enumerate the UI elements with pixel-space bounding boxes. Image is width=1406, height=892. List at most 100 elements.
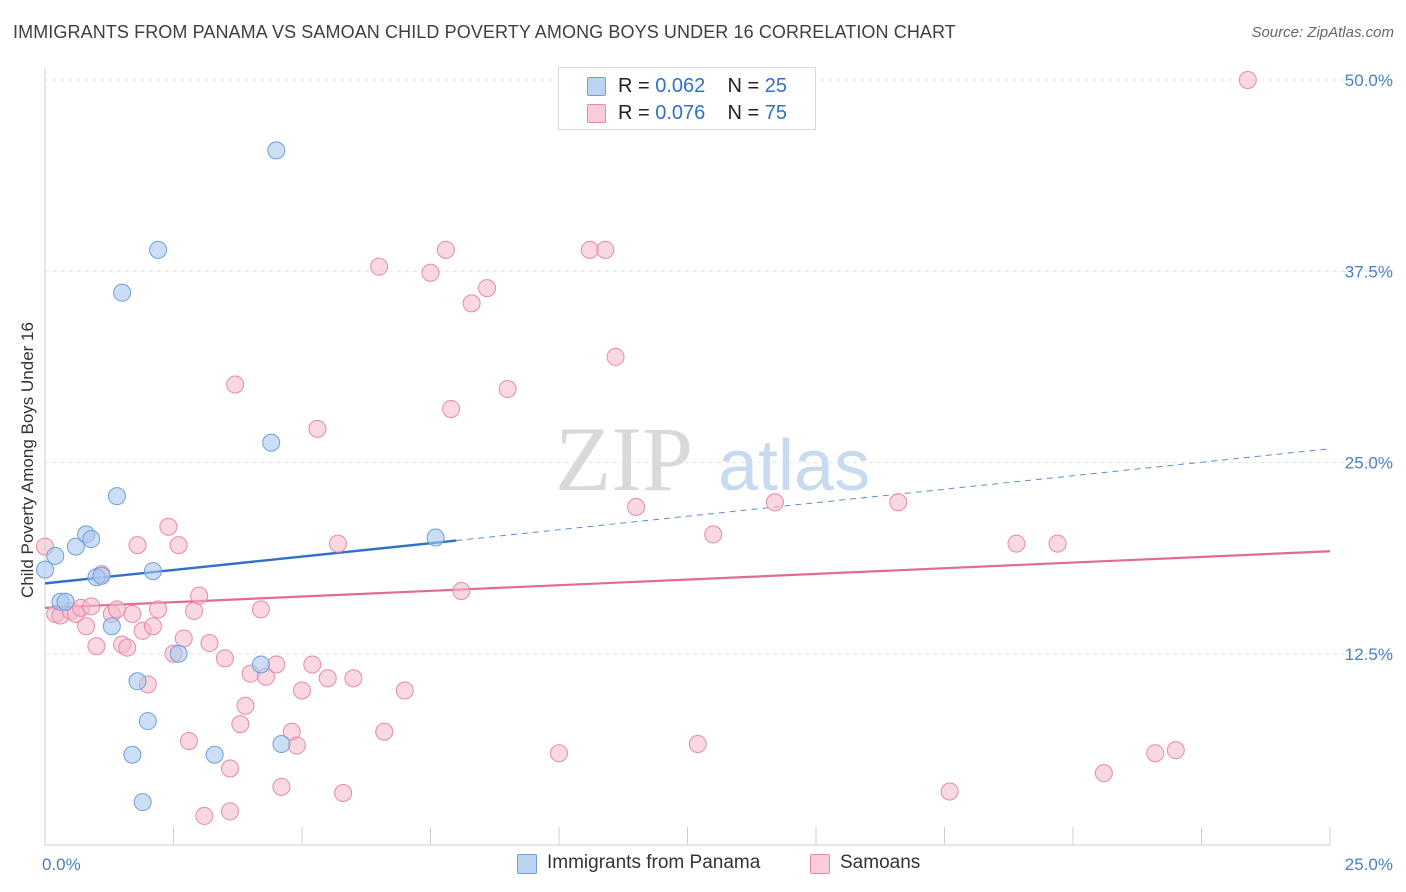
samoan-point — [159, 517, 178, 536]
legend-r-value: 0.062 — [655, 75, 706, 97]
panama-point — [262, 433, 281, 452]
gridlines — [45, 79, 1395, 655]
samoan-point — [889, 493, 908, 512]
samoan-point — [344, 669, 363, 688]
legend-swatch-samoan — [587, 104, 606, 123]
samoan-point — [149, 600, 168, 619]
samoan-point — [143, 617, 162, 636]
samoan-point — [1048, 534, 1067, 553]
samoan-point — [452, 582, 471, 601]
panama-point — [36, 560, 54, 579]
data-points — [36, 71, 1257, 825]
legend-n-label: N = — [727, 102, 760, 124]
chart-title: IMMIGRANTS FROM PANAMA VS SAMOAN CHILD P… — [13, 22, 956, 42]
x-tick-label: 25.0% — [1345, 855, 1393, 874]
legend-r-label: R = — [618, 75, 650, 97]
bottom-legend-label-samoan: Samoans — [840, 852, 921, 873]
samoan-point — [185, 601, 204, 620]
samoan-point — [1166, 741, 1185, 760]
panama-point — [82, 530, 101, 548]
y-tick-label: 12.5% — [1345, 645, 1393, 664]
panama-point — [138, 712, 157, 731]
samoan-point — [370, 257, 389, 276]
samoan-point — [293, 681, 311, 700]
samoan-point — [421, 263, 440, 282]
watermark-zip: ZIP — [555, 408, 693, 510]
bottom-legend-swatch-panama — [517, 854, 537, 874]
samoan-point — [169, 536, 188, 555]
samoan-point — [606, 347, 625, 366]
tick-labels: 12.5% 25.0% 37.5% 50.0% 0.0% 25.0% — [42, 71, 1393, 874]
panama-point — [205, 745, 224, 764]
bottom-legend-label-panama: Immigrants from Panama — [547, 852, 761, 873]
samoan-point — [1094, 764, 1113, 783]
samoan-point — [82, 597, 101, 616]
samoan-point — [580, 240, 599, 259]
samoan-point — [195, 806, 214, 825]
samoan-point — [231, 715, 250, 734]
legend-n-value: 75 — [764, 102, 788, 124]
panama-trend-line — [44, 539, 457, 585]
trend-lines — [44, 448, 1331, 609]
panama-point — [169, 644, 188, 663]
samoan-point — [704, 525, 723, 544]
samoan-point — [107, 600, 126, 619]
samoan-point — [328, 534, 347, 553]
samoan-point — [498, 380, 517, 399]
samoan-point — [221, 759, 240, 778]
y-tick-label: 25.0% — [1345, 454, 1393, 473]
samoan-point — [251, 600, 270, 619]
panama-point — [113, 283, 132, 302]
panama-point — [102, 617, 121, 636]
y-tick-label: 50.0% — [1345, 71, 1393, 90]
legend-box: R = 0.062 N = 25 R = 0.076 N = 75 — [558, 67, 816, 130]
samoan-point — [688, 735, 707, 754]
panama-trend-extension — [456, 448, 1331, 542]
watermark-atlas: atlas — [718, 426, 870, 506]
x-tick-label: 0.0% — [42, 855, 81, 874]
panama-point — [46, 546, 65, 565]
samoan-point — [221, 802, 240, 821]
samoan-trend-line — [44, 550, 1331, 609]
panama-point — [56, 592, 75, 611]
panama-point — [92, 566, 111, 585]
legend-r-value: 0.076 — [655, 102, 706, 124]
samoan-point — [596, 240, 615, 259]
samoan-point — [287, 736, 306, 755]
legend-n-value: 25 — [764, 75, 788, 97]
samoan-point — [334, 783, 353, 802]
samoan-point — [1146, 744, 1165, 763]
samoan-point — [550, 744, 568, 763]
panama-point — [123, 745, 142, 764]
samoan-point — [478, 279, 497, 298]
bottom-legend-swatch-samoan — [810, 854, 830, 874]
panama-point — [272, 735, 291, 754]
panama-point — [107, 487, 126, 506]
panama-point — [143, 562, 162, 581]
panama-point — [149, 240, 168, 259]
samoan-point — [272, 777, 291, 796]
samoan-point — [308, 419, 327, 438]
samoan-point — [190, 586, 209, 605]
samoan-point — [765, 493, 784, 512]
samoan-point — [940, 782, 959, 801]
y-tick-label: 37.5% — [1345, 262, 1393, 281]
source-label: Source: ZipAtlas.com — [1251, 24, 1394, 41]
panama-point — [426, 528, 445, 547]
samoan-point — [1238, 71, 1257, 89]
legend-swatch-panama — [587, 77, 606, 96]
samoan-point — [236, 696, 255, 715]
samoan-point — [128, 536, 147, 555]
panama-point — [133, 793, 152, 812]
axes — [44, 68, 1331, 846]
samoan-point — [77, 617, 96, 636]
samoan-point — [303, 655, 322, 674]
samoan-point — [123, 604, 142, 623]
samoan-point — [179, 731, 198, 750]
samoan-point — [118, 638, 137, 657]
legend-r-label: R = — [618, 102, 650, 124]
samoan-point — [215, 649, 234, 668]
bottom-legend: Immigrants from Panama Samoans — [0, 852, 1406, 878]
samoan-point — [1007, 534, 1026, 553]
